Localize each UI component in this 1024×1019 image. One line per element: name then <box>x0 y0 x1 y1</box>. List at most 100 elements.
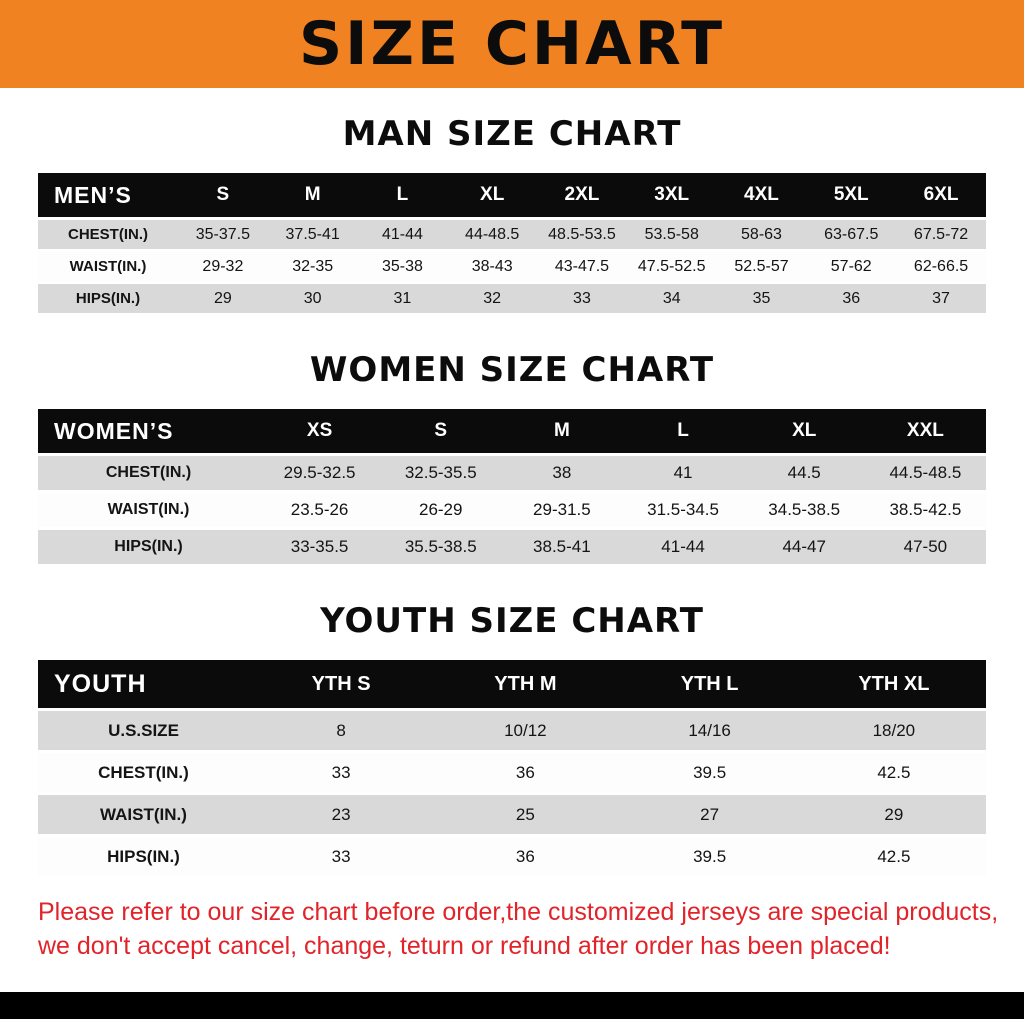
table-header-row: WOMEN’S XS S M L XL XXL <box>38 409 986 453</box>
size-value-cell: 35-37.5 <box>178 220 268 249</box>
size-value-cell: 53.5-58 <box>626 220 717 249</box>
size-value-cell: 18/20 <box>801 711 986 750</box>
table-title-cell: YOUTH <box>38 660 249 708</box>
size-value-cell: 29 <box>801 795 986 834</box>
size-value-cell: 42.5 <box>801 753 986 792</box>
order-disclaimer: Please refer to our size chart before or… <box>38 895 1024 963</box>
size-value-cell: 10/12 <box>433 711 618 750</box>
size-value-cell: 36 <box>806 284 897 313</box>
table-header-row: MEN’S S M L XL 2XL 3XL 4XL 5XL 6XL <box>38 173 986 217</box>
size-value-cell: 41-44 <box>622 530 744 564</box>
row-label-cell: CHEST(IN.) <box>38 220 178 249</box>
row-label-cell: WAIST(IN.) <box>38 493 259 527</box>
size-value-cell: 62-66.5 <box>896 252 986 281</box>
size-column-header: YTH L <box>617 660 802 708</box>
table-title-cell: MEN’S <box>38 173 178 217</box>
size-value-cell: 52.5-57 <box>716 252 807 281</box>
size-value-cell: 36 <box>433 837 618 876</box>
measurement-row: HIPS(IN.) 33-35.5 35.5-38.5 38.5-41 41-44 44-… <box>38 530 986 564</box>
women-size-table: WOMEN’S XS S M L XL XXL CHEST(IN.) 29.5-32.5 32.5… <box>38 406 986 567</box>
size-value-cell: 35-38 <box>357 252 448 281</box>
size-column-header: M <box>501 409 623 453</box>
size-column-header: S <box>380 409 502 453</box>
disclaimer-line: Please refer to our size chart before or… <box>38 898 999 926</box>
measurement-row: WAIST(IN.) 29-32 32-35 35-38 38-43 43-47.5 47.… <box>38 252 986 281</box>
size-value-cell: 44-47 <box>743 530 865 564</box>
size-value-cell: 38 <box>501 456 623 490</box>
row-label-cell: WAIST(IN.) <box>38 252 178 281</box>
size-value-cell: 33-35.5 <box>259 530 381 564</box>
size-column-header: XL <box>743 409 865 453</box>
women-size-chart-section: WOMEN SIZE CHART WOMEN’S XS S M L XL XXL CHEST(… <box>0 350 1024 567</box>
measurement-row: HIPS(IN.) 29 30 31 32 33 34 35 36 37 <box>38 284 986 313</box>
row-label-cell: HIPS(IN.) <box>38 530 259 564</box>
size-value-cell: 25 <box>433 795 618 834</box>
size-value-cell: 35.5-38.5 <box>380 530 502 564</box>
size-value-cell: 44.5-48.5 <box>864 456 986 490</box>
size-value-cell: 27 <box>617 795 802 834</box>
table-title-cell: WOMEN’S <box>38 409 259 453</box>
men-size-table: MEN’S S M L XL 2XL 3XL 4XL 5XL 6XL CHEST(IN.) 35-37… <box>38 170 986 316</box>
size-value-cell: 8 <box>249 711 434 750</box>
size-column-header: 3XL <box>626 173 717 217</box>
size-value-cell: 14/16 <box>617 711 802 750</box>
size-value-cell: 38.5-41 <box>501 530 623 564</box>
size-value-cell: 32-35 <box>267 252 358 281</box>
size-value-cell: 42.5 <box>801 837 986 876</box>
row-label-cell: WAIST(IN.) <box>38 795 249 834</box>
size-column-header: 6XL <box>896 173 986 217</box>
measurement-row: CHEST(IN.) 35-37.5 37.5-41 41-44 44-48.5 48.5… <box>38 220 986 249</box>
size-value-cell: 23 <box>249 795 434 834</box>
size-value-cell: 32.5-35.5 <box>380 456 502 490</box>
row-label-cell: CHEST(IN.) <box>38 753 249 792</box>
row-label-cell: U.S.SIZE <box>38 711 249 750</box>
measurement-row: CHEST(IN.) 29.5-32.5 32.5-35.5 38 41 44.5 44.5… <box>38 456 986 490</box>
size-value-cell: 47.5-52.5 <box>626 252 717 281</box>
size-column-header: YTH M <box>433 660 618 708</box>
size-value-cell: 63-67.5 <box>806 220 897 249</box>
men-size-chart-heading: MAN SIZE CHART <box>342 114 682 154</box>
size-column-header: XL <box>447 173 538 217</box>
size-value-cell: 41-44 <box>357 220 448 249</box>
row-label-cell: HIPS(IN.) <box>38 284 178 313</box>
size-value-cell: 29-31.5 <box>501 493 623 527</box>
size-value-cell: 29.5-32.5 <box>259 456 381 490</box>
size-value-cell: 34.5-38.5 <box>743 493 865 527</box>
table-header-row: YOUTH YTH S YTH M YTH L YTH XL <box>38 660 986 708</box>
size-value-cell: 41 <box>622 456 744 490</box>
size-column-header: YTH XL <box>801 660 986 708</box>
size-value-cell: 31 <box>357 284 448 313</box>
size-value-cell: 30 <box>267 284 358 313</box>
banner-title: SIZE CHART <box>298 9 726 79</box>
size-value-cell: 38.5-42.5 <box>864 493 986 527</box>
youth-size-table: YOUTH YTH S YTH M YTH L YTH XL U.S.SIZE 8 10/12… <box>38 657 986 879</box>
size-column-header: S <box>178 173 268 217</box>
size-value-cell: 36 <box>433 753 618 792</box>
measurement-row: CHEST(IN.) 33 36 39.5 42.5 <box>38 753 986 792</box>
size-value-cell: 29-32 <box>178 252 268 281</box>
men-size-chart-section: MAN SIZE CHART MEN’S S M L XL 2XL 3XL 4XL 5XL 6XL… <box>0 114 1024 316</box>
row-label-cell: CHEST(IN.) <box>38 456 259 490</box>
size-column-header: 2XL <box>537 173 627 217</box>
measurement-row: U.S.SIZE 8 10/12 14/16 18/20 <box>38 711 986 750</box>
footer-bar <box>0 992 1024 1019</box>
size-value-cell: 57-62 <box>806 252 897 281</box>
size-value-cell: 38-43 <box>447 252 538 281</box>
size-value-cell: 48.5-53.5 <box>537 220 627 249</box>
size-value-cell: 26-29 <box>380 493 502 527</box>
size-chart-banner: SIZE CHART <box>0 0 1024 88</box>
size-value-cell: 23.5-26 <box>259 493 381 527</box>
size-value-cell: 58-63 <box>716 220 807 249</box>
size-value-cell: 33 <box>537 284 627 313</box>
size-column-header: XXL <box>864 409 986 453</box>
size-column-header: M <box>267 173 358 217</box>
size-value-cell: 37 <box>896 284 986 313</box>
measurement-row: WAIST(IN.) 23 25 27 29 <box>38 795 986 834</box>
youth-size-chart-section: YOUTH SIZE CHART YOUTH YTH S YTH M YTH L YTH… <box>0 601 1024 879</box>
size-value-cell: 39.5 <box>617 753 802 792</box>
size-column-header: XS <box>259 409 381 453</box>
size-value-cell: 31.5-34.5 <box>622 493 744 527</box>
size-value-cell: 33 <box>249 837 434 876</box>
disclaimer-line: we don't accept cancel, change, teturn o… <box>38 932 891 960</box>
